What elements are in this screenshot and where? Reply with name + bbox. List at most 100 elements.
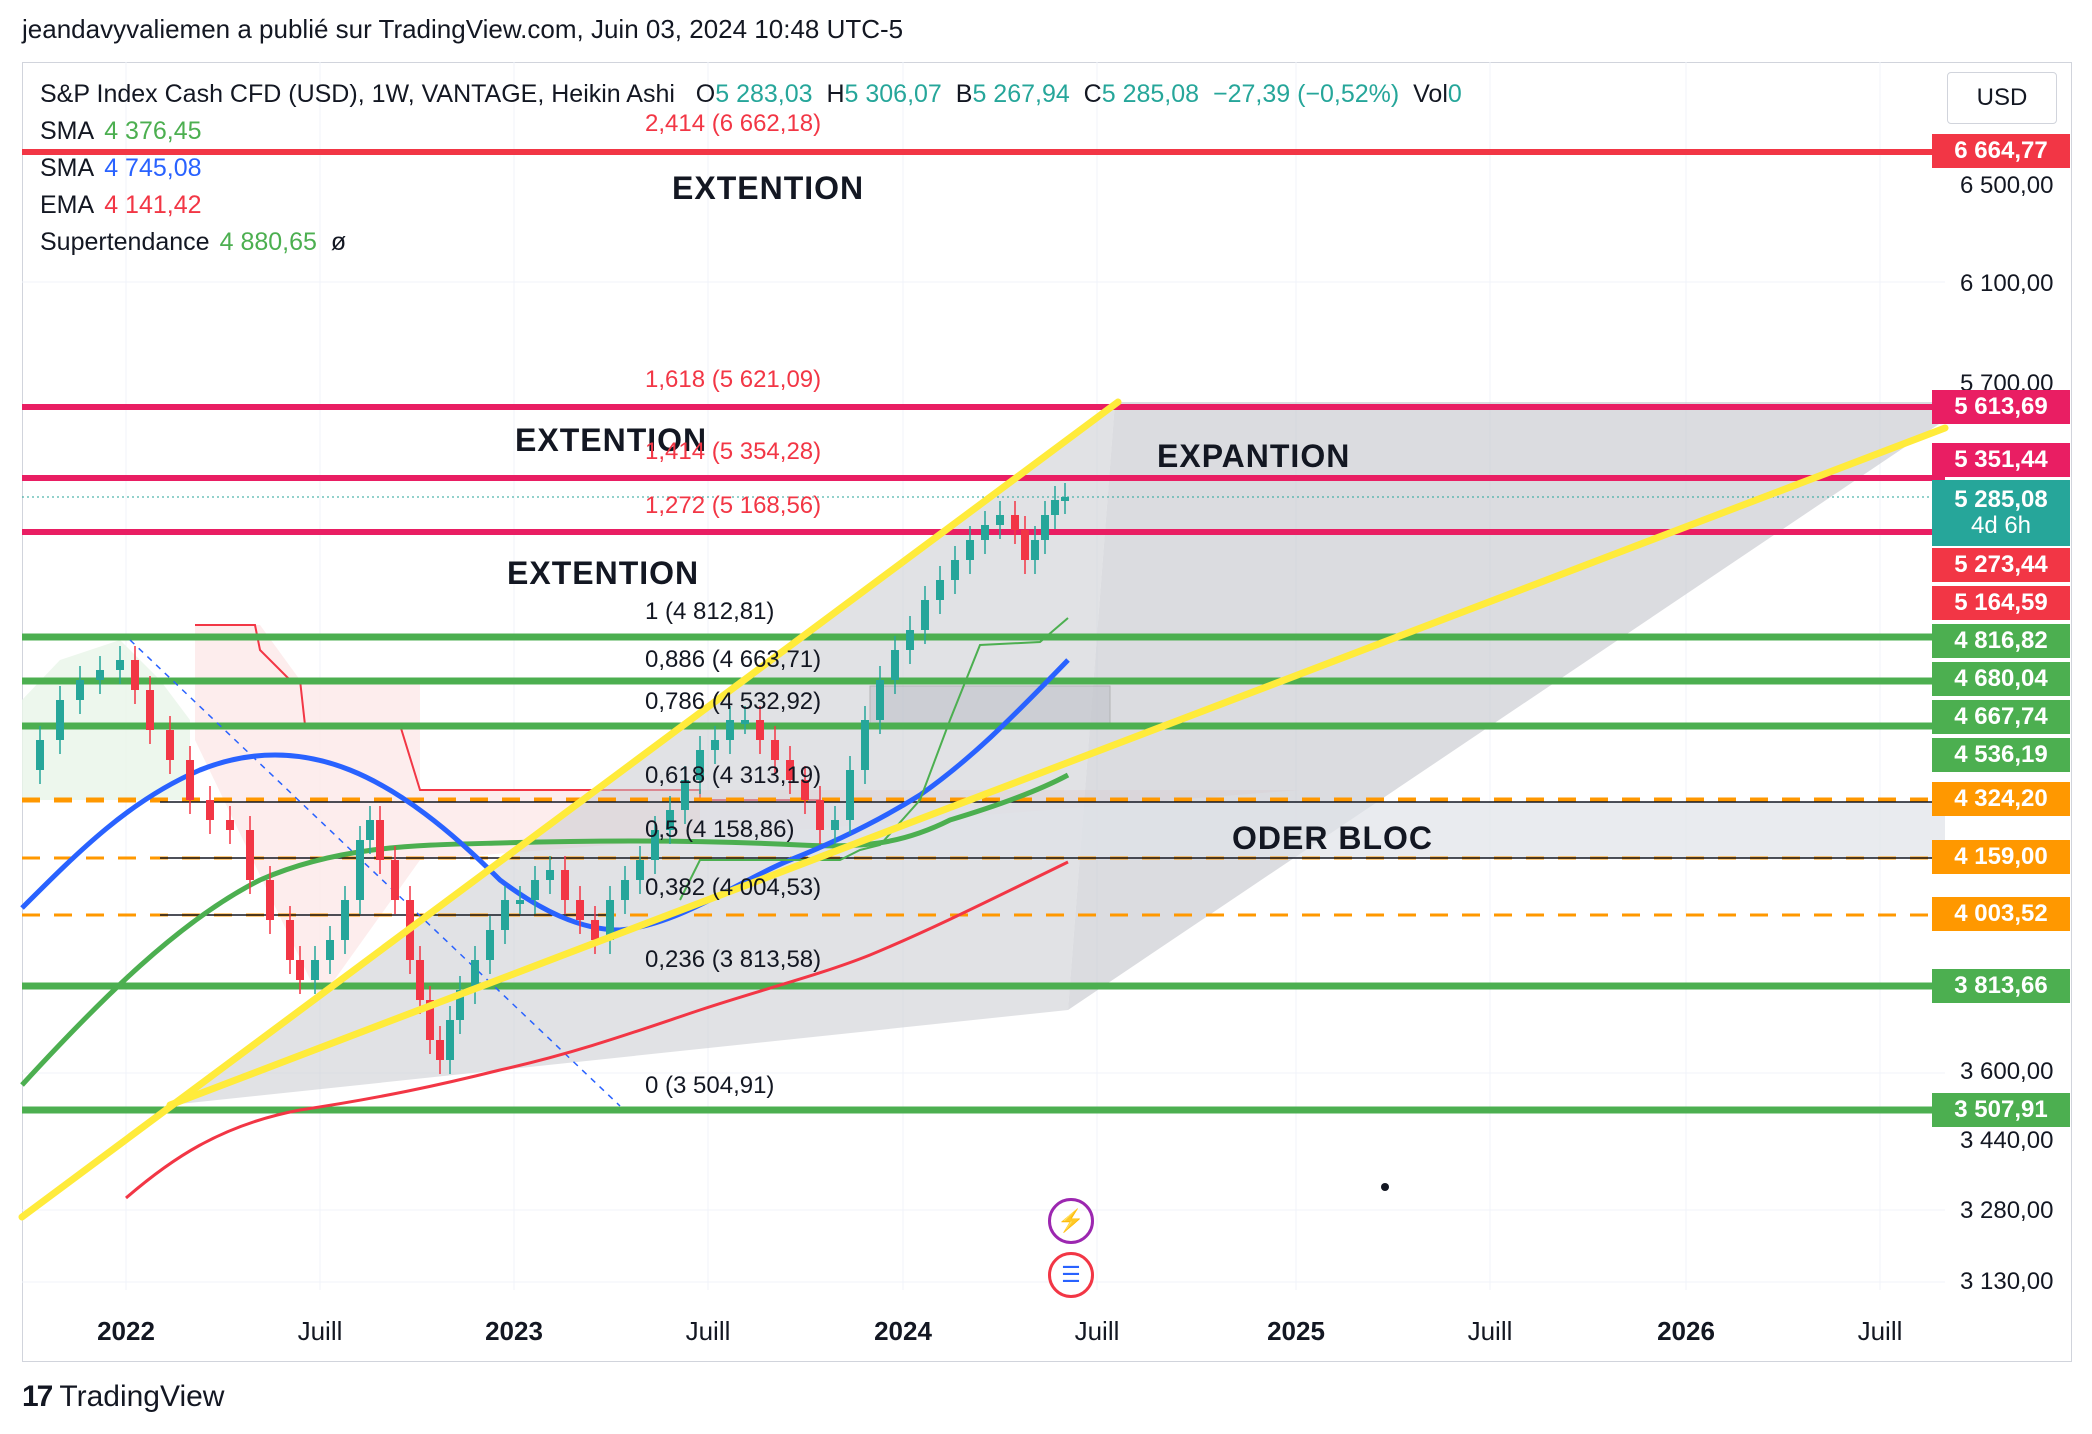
candle-body <box>471 960 479 990</box>
symbol-row: S&P Index Cash CFD (USD), 1W, VANTAGE, H… <box>40 76 1462 113</box>
y-tick: 3 280,00 <box>1960 1197 2054 1224</box>
price-tag[interactable]: 4 003,52 <box>1932 897 2070 931</box>
candle-body <box>226 820 234 830</box>
candle-body <box>921 600 929 630</box>
indicator-suffix: ø <box>330 228 347 256</box>
chart-dot <box>1381 1183 1389 1191</box>
open-label: O <box>695 80 716 108</box>
lightning-icon[interactable]: ⚡ <box>1048 1198 1094 1244</box>
indicator-label: SMA <box>40 154 95 182</box>
fib-label-0382: 0,382 (4 004,53) <box>645 874 822 901</box>
price-tag[interactable]: 5 273,44 <box>1932 548 2070 582</box>
candle-body <box>771 740 779 760</box>
indicator-supertrend[interactable]: Supertendance 4 880,65 ø <box>40 224 1462 261</box>
symbol-title[interactable]: S&P Index Cash CFD (USD), 1W, VANTAGE, H… <box>40 80 675 108</box>
candle-body <box>636 860 644 880</box>
candle-body <box>391 860 399 900</box>
candle-body <box>831 820 839 830</box>
footer-branding: 17 TradingView <box>22 1380 224 1414</box>
indicator-label: SMA <box>40 117 95 145</box>
candle-body <box>96 670 104 680</box>
price-tag[interactable]: 4 159,00 <box>1932 840 2070 874</box>
candle-body <box>576 900 584 920</box>
fib-label-1618: 1,618 (5 621,09) <box>645 366 822 393</box>
candle-body <box>311 960 319 980</box>
fib-black-lines <box>160 801 1945 916</box>
fib-label-0618: 0,618 (4 313,19) <box>645 762 822 789</box>
price-tag[interactable]: 4 324,20 <box>1932 782 2070 816</box>
candle-body <box>951 560 959 580</box>
candle-body <box>36 740 44 770</box>
price-tag[interactable]: 5 164,59 <box>1932 586 2070 620</box>
candle-body <box>681 780 689 810</box>
candle-body <box>1031 540 1039 560</box>
price-tag[interactable]: 4 536,19 <box>1932 738 2070 772</box>
price-tag[interactable]: 4 667,74 <box>1932 700 2070 734</box>
close-label: C <box>1083 80 1102 108</box>
order-block-zone <box>700 802 1945 858</box>
candle-body <box>876 680 884 720</box>
indicator-value: 4 376,45 <box>104 117 202 145</box>
candle-body <box>426 1000 434 1040</box>
sma-green-line <box>20 772 1070 1087</box>
y-tick: 6 500,00 <box>1960 172 2054 199</box>
supertrend-green-line <box>679 617 1069 901</box>
fib-label-0236: 0,236 (3 813,58) <box>645 946 822 973</box>
x-tick: Juill <box>1074 1316 1120 1346</box>
annotation-extention-top: EXTENTION <box>672 170 865 206</box>
fib-label-0786: 0,786 (4 532,92) <box>645 688 822 715</box>
indicator-label: EMA <box>40 191 95 219</box>
fib-label-1272: 1,272 (5 168,56) <box>645 492 822 519</box>
high-label: H <box>826 80 845 108</box>
supertrend-green-zone-left <box>22 640 190 800</box>
high-value: 5 306,07 <box>844 80 942 108</box>
candle-body <box>446 1020 454 1060</box>
x-tick: 2024 <box>874 1316 932 1346</box>
indicator-ema[interactable]: EMA 4 141,42 <box>40 187 1462 224</box>
price-tag[interactable]: 3 507,91 <box>1932 1093 2070 1127</box>
candle-body <box>486 930 494 960</box>
fib-label-05: 0,5 (4 158,86) <box>645 816 795 843</box>
tradingview-logo-icon: 17 <box>22 1380 53 1413</box>
ema-red-line <box>125 860 1069 1200</box>
us-flag-icon[interactable]: ☰ <box>1048 1252 1094 1298</box>
price-tag[interactable]: 4 680,04 <box>1932 662 2070 696</box>
candle-body <box>56 700 64 740</box>
chart-legend: S&P Index Cash CFD (USD), 1W, VANTAGE, H… <box>40 76 1462 261</box>
candle-body <box>726 720 734 740</box>
candle-body <box>366 820 374 840</box>
candle-body <box>501 900 509 930</box>
price-tag[interactable]: 5 351,44 <box>1932 443 2070 477</box>
candle-body <box>246 830 254 880</box>
price-tag[interactable]: 4 816,82 <box>1932 624 2070 658</box>
tradingview-brand[interactable]: TradingView <box>59 1380 225 1413</box>
price-tag[interactable]: 6 664,77 <box>1932 134 2070 168</box>
last-price-value: 5 285,08 <box>1954 486 2048 513</box>
candle-body <box>996 515 1004 525</box>
candle-body <box>561 870 569 900</box>
candle-body <box>801 780 809 800</box>
price-tag[interactable]: 3 813,66 <box>1932 969 2070 1003</box>
x-tick: 2025 <box>1267 1316 1325 1346</box>
candle-body <box>376 820 384 860</box>
yellow-trendlines <box>18 398 1949 1221</box>
vol-value: 0 <box>1447 80 1462 108</box>
candle-body <box>456 990 464 1020</box>
candle-body <box>966 540 974 560</box>
last-price-tag[interactable]: 5 285,08 4d 6h <box>1932 480 2070 546</box>
indicator-sma-1[interactable]: SMA 4 376,45 <box>40 113 1462 150</box>
green-levels <box>22 633 1945 1114</box>
fib-label-2414: 2,414 (6 662,18) <box>645 110 822 137</box>
indicator-sma-2[interactable]: SMA 4 745,08 <box>40 150 1462 187</box>
currency-button[interactable]: USD <box>1947 72 2057 124</box>
candle-body <box>1021 530 1029 560</box>
candle-body <box>76 680 84 700</box>
price-tag[interactable]: 5 613,69 <box>1932 390 2070 424</box>
indicator-value: 4 880,65 <box>219 228 317 256</box>
candle-body <box>286 920 294 960</box>
candle-body <box>341 900 349 940</box>
candle-body <box>546 870 554 880</box>
candle-body <box>416 960 424 1000</box>
indicator-value: 4 141,42 <box>104 191 202 219</box>
